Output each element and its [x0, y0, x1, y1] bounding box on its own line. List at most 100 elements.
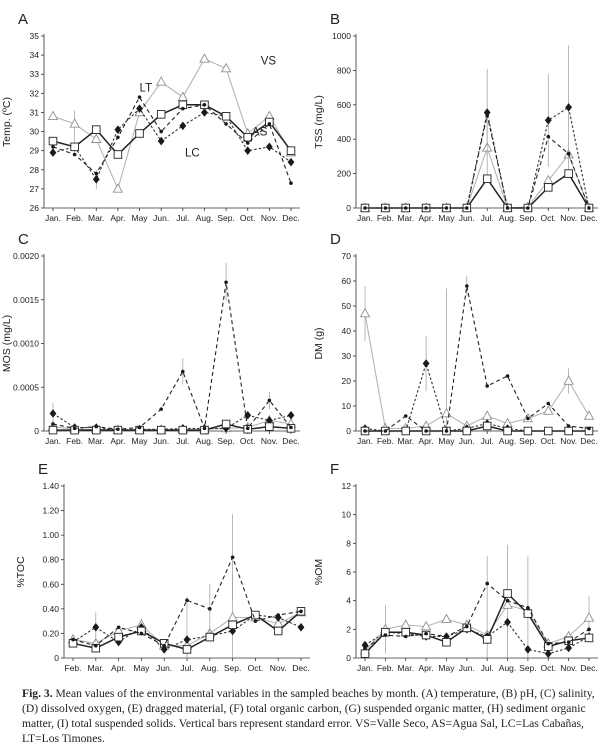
series-line — [52, 413, 292, 431]
point-marker — [400, 619, 411, 629]
point-marker — [116, 427, 120, 432]
y-tick-label: 20 — [342, 376, 352, 386]
x-tick-label: Sep. — [217, 436, 235, 446]
point-marker — [587, 627, 591, 632]
y-tick-label: 400 — [337, 134, 351, 144]
point-marker — [526, 206, 530, 210]
x-tick-label: Jun. — [156, 663, 172, 673]
point-marker — [544, 115, 552, 125]
x-tick-label: Sep. — [519, 663, 537, 673]
point-marker — [182, 645, 192, 654]
series-lt — [363, 276, 591, 433]
x-tick-label: Aug. — [499, 436, 517, 446]
x-tick-label: Nov. — [261, 213, 278, 223]
series-vs — [47, 53, 297, 193]
point-marker — [116, 135, 120, 140]
series-line — [72, 614, 302, 651]
point-marker — [524, 645, 532, 654]
point-marker — [544, 426, 553, 436]
point-marker — [587, 206, 591, 210]
point-marker — [245, 141, 250, 145]
panel-letter: B — [330, 11, 340, 28]
y-axis-label: MOS (mg/L) — [1, 315, 13, 372]
x-tick-label: Jun. — [459, 436, 475, 446]
y-tick-label: 34 — [30, 50, 40, 60]
y-tick-label: 0.60 — [42, 579, 59, 589]
point-marker — [543, 405, 554, 415]
x-tick-label: Mar. — [397, 663, 414, 673]
point-marker — [564, 426, 573, 436]
series-lc — [48, 100, 296, 159]
series-as — [49, 104, 295, 189]
point-marker — [526, 606, 530, 610]
point-marker — [47, 110, 59, 121]
point-marker — [546, 401, 551, 406]
series-annotation: LT — [140, 82, 153, 94]
point-marker — [220, 62, 232, 73]
point-marker — [199, 53, 210, 63]
point-marker — [243, 133, 252, 142]
x-tick-label: Feb. — [377, 663, 394, 673]
point-marker — [228, 620, 237, 630]
point-marker — [481, 410, 493, 420]
point-marker — [289, 181, 293, 185]
point-marker — [544, 649, 552, 658]
x-tick-label: Jul. — [176, 436, 189, 446]
point-marker — [299, 609, 303, 614]
point-marker — [546, 641, 551, 646]
point-marker — [505, 206, 510, 210]
point-marker — [114, 125, 122, 134]
series-line — [365, 114, 590, 209]
series-line — [52, 96, 292, 184]
y-tick-label: 2 — [346, 624, 351, 634]
x-tick-label: Aug. — [201, 663, 219, 673]
panel-f: F 0 2 4 6 8 10 12 %OM Jan. Feb. Mar. Apr. May Jun. Jul.… — [313, 461, 598, 673]
point-marker — [208, 607, 212, 611]
series-vs — [359, 544, 595, 658]
point-marker — [267, 398, 272, 403]
x-tick-label: Nov. — [270, 663, 287, 673]
point-marker — [274, 613, 282, 622]
point-marker — [297, 622, 305, 632]
point-marker — [265, 117, 274, 127]
point-marker — [544, 183, 553, 192]
point-marker — [465, 624, 469, 629]
y-axis-label: DM (g) — [313, 327, 325, 359]
point-marker — [112, 183, 124, 193]
y-tick-label: 0.40 — [42, 604, 59, 614]
x-tick-label: May — [133, 663, 150, 673]
series-as — [361, 45, 593, 213]
panel-letter: D — [330, 231, 341, 248]
point-marker — [546, 134, 551, 139]
point-marker — [155, 76, 167, 86]
point-marker — [51, 145, 55, 149]
point-marker — [422, 359, 430, 368]
y-tick-label: 0 — [346, 203, 351, 213]
point-marker — [114, 632, 123, 642]
point-marker — [202, 103, 207, 107]
x-tick-label: Aug. — [499, 663, 517, 673]
y-tick-label: 32 — [30, 88, 40, 98]
y-tick-label: 1.00 — [42, 530, 59, 540]
x-tick-label: Jan. — [45, 213, 61, 223]
x-tick-label: Jun. — [459, 663, 475, 673]
point-marker — [136, 104, 143, 113]
y-tick-label: 0 — [346, 653, 351, 663]
series-lc — [360, 169, 594, 213]
point-marker — [159, 407, 163, 411]
x-tick-label: Apr. — [110, 213, 125, 223]
series-line — [365, 285, 590, 432]
y-tick-label: 0.0015 — [13, 295, 39, 305]
x-tick-label: Aug. — [499, 213, 517, 223]
y-tick-label: 30 — [342, 351, 352, 361]
y-tick-label: 33 — [30, 69, 40, 79]
point-marker — [244, 146, 252, 155]
y-tick-label: 200 — [337, 169, 351, 179]
x-tick-label: Apr. — [419, 663, 434, 673]
x-tick-label: Aug. — [196, 213, 214, 223]
point-marker — [253, 619, 258, 623]
x-tick-label: Oct. — [240, 213, 256, 223]
point-marker — [383, 206, 388, 210]
series-line — [72, 555, 302, 647]
x-tick-label: Feb. — [377, 436, 394, 446]
